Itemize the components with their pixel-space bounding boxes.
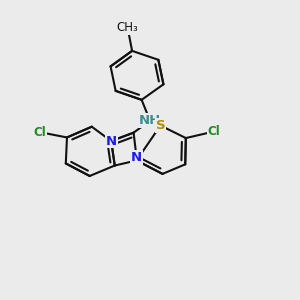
Text: NH: NH [139,114,161,127]
Text: N: N [106,134,117,148]
Text: Cl: Cl [208,125,220,138]
Text: N: N [131,151,142,164]
Text: CH₃: CH₃ [117,21,139,34]
Text: S: S [156,119,165,132]
Text: Cl: Cl [33,126,46,139]
